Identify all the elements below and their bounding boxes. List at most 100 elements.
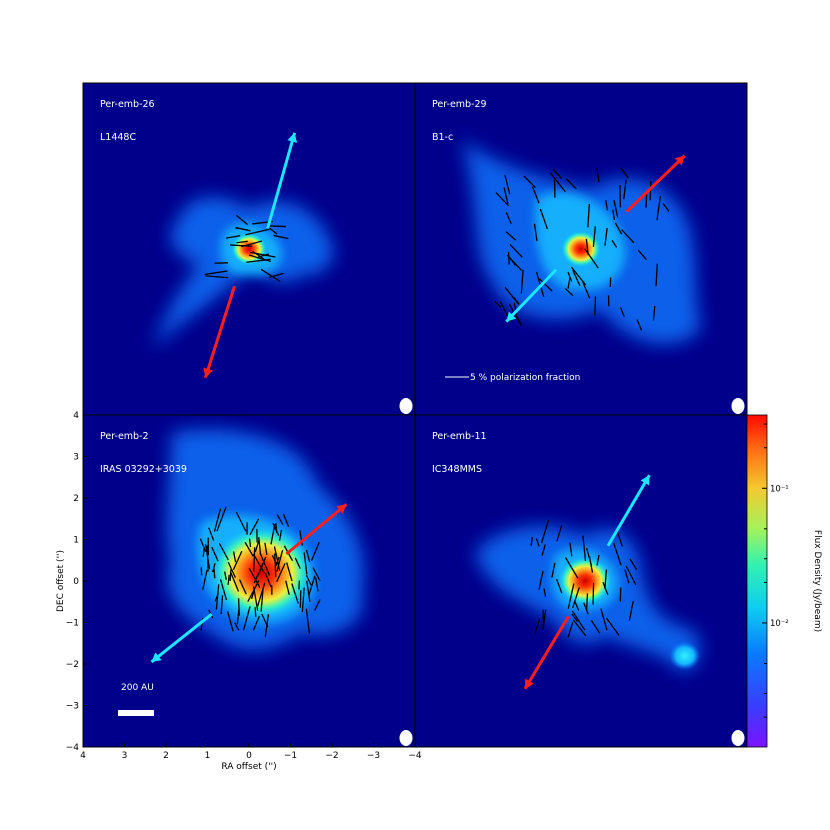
redshifted-outflow-arrow-head <box>203 367 213 378</box>
polarization-vector <box>268 272 284 279</box>
x-tick-label: −3 <box>367 751 380 761</box>
polarization-vector <box>241 240 263 248</box>
polarization-vector <box>312 567 321 582</box>
polarization-vector <box>211 546 219 562</box>
polarization-vector <box>582 535 587 561</box>
blueshifted-outflow-arrow <box>150 613 213 664</box>
polarization-vector <box>605 617 620 636</box>
polarization-vector <box>236 214 249 226</box>
panel-per-emb-26: Per-emb-26 L1448C <box>83 83 415 415</box>
polarization-vector <box>624 569 630 584</box>
colorbar-gradient <box>746 414 768 748</box>
polarization-vector <box>629 558 638 571</box>
polarization-vector <box>507 252 510 265</box>
polarization-vector <box>254 539 260 553</box>
y-tick-label: −4 <box>66 743 80 753</box>
polarization-vector <box>259 552 271 576</box>
polarization-vector <box>494 300 502 308</box>
polarization-vector <box>584 248 599 269</box>
polarization-vector <box>242 606 251 631</box>
polarization-vector <box>655 263 658 287</box>
panel-alt-name: L1448C <box>100 132 136 143</box>
polarization-vector <box>574 601 580 611</box>
panel-alt-name: B1-c <box>432 132 453 143</box>
x-tick-label: 3 <box>122 751 128 761</box>
polarization-vector <box>230 244 253 247</box>
y-tick-label: 3 <box>73 453 79 463</box>
polarization-vector <box>273 546 281 572</box>
polarization-vector <box>585 593 589 611</box>
polarization-vector <box>260 589 264 612</box>
polarization-vector <box>282 513 290 527</box>
polarization-vector <box>264 572 272 588</box>
polarization-vector <box>520 269 524 294</box>
polarization-vector <box>260 268 281 282</box>
polarization-vector <box>628 600 634 621</box>
x-tick-label: 2 <box>163 751 169 761</box>
blueshifted-outflow-arrow-head <box>151 652 162 662</box>
colorbar-label: Flux Density (Jy/beam) <box>812 530 822 632</box>
polarization-vector <box>505 212 512 225</box>
polarization-vector <box>274 553 277 578</box>
polarization-vector <box>261 613 269 628</box>
polarization-vector <box>285 580 290 595</box>
polarization-vector <box>530 536 533 546</box>
polarization-vector <box>257 556 267 577</box>
polarization-vector <box>582 281 591 299</box>
polarization-vector <box>244 542 254 557</box>
source-core <box>558 557 612 605</box>
polarization-vector <box>218 542 229 561</box>
polarization-vector <box>211 563 216 573</box>
polarization-vector <box>534 618 541 635</box>
polarization-vector <box>656 196 662 221</box>
beam-ellipse <box>731 398 745 414</box>
polarization-vector <box>250 251 276 258</box>
polarization-vector <box>551 562 556 578</box>
polarization-vector <box>623 179 627 200</box>
polarization-vector <box>586 547 592 566</box>
polarization-vector <box>204 270 228 276</box>
polarization-vector <box>229 569 232 582</box>
polarization-vector <box>570 266 587 286</box>
panel-source-name: Per-emb-29 <box>432 99 487 110</box>
polarization-vector <box>572 269 581 287</box>
polarization-vector <box>513 297 520 305</box>
polarization-vector <box>604 228 608 246</box>
polarization-vector <box>310 542 320 561</box>
panel-per-emb-2: Per-emb-2 IRAS 03292+3039 200 AU <box>83 415 415 747</box>
polarization-vector <box>616 530 623 547</box>
panel-alt-name: IRAS 03292+3039 <box>100 464 187 475</box>
polarization-vector <box>224 571 227 580</box>
polarization-vector <box>264 542 268 555</box>
polarization-vector <box>535 538 540 547</box>
polarization-vector <box>204 543 211 570</box>
polarization-vector <box>504 174 511 195</box>
x-tick-label: 0 <box>246 751 252 761</box>
polarization-vector <box>232 550 243 570</box>
colorbar-tick-label: 10⁻² <box>770 619 789 629</box>
polarization-vector <box>523 175 536 189</box>
polarization-vector <box>208 527 215 541</box>
y-axis-label: DEC offset ('') <box>56 550 66 612</box>
polarization-vector <box>238 579 247 595</box>
polarization-vector <box>219 579 228 601</box>
scale-bar <box>118 710 154 716</box>
polarization-vector <box>275 556 280 567</box>
polarization-vector <box>619 587 622 602</box>
polarization-vector <box>237 598 240 616</box>
polarization-vector <box>625 565 637 586</box>
polarization-vector <box>572 587 580 609</box>
polarization-vector <box>234 622 240 631</box>
polarization-vector <box>652 305 656 321</box>
polarization-vector <box>636 319 643 331</box>
polarization-vector <box>276 514 284 525</box>
polarization-vector <box>572 619 587 637</box>
polarization-vector <box>294 557 301 569</box>
polarization-vector <box>509 244 523 258</box>
polarization-vector <box>539 208 549 230</box>
polarization-vector <box>276 550 284 572</box>
polarization-vector <box>314 577 319 592</box>
polarization-vector <box>585 238 589 255</box>
colorbar-tick-label: 10⁻¹ <box>770 484 789 494</box>
